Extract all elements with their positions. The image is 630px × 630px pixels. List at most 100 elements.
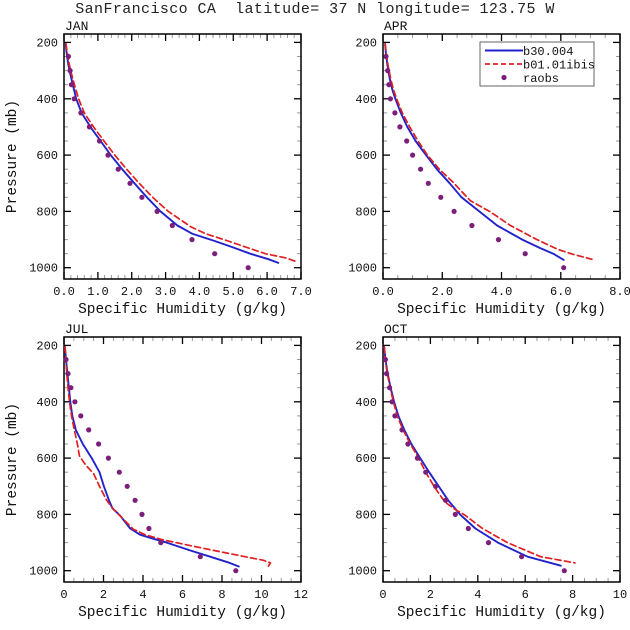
plot-frame: [63, 336, 302, 583]
plot-frame: [382, 33, 621, 280]
legend-raobs-marker: [501, 74, 507, 81]
x-tick-label: 8.0: [609, 285, 630, 299]
raobs-point: [115, 166, 121, 172]
panel-month-label: JUL: [65, 322, 88, 337]
raobs-point: [78, 110, 84, 116]
x-tick-label: 10: [254, 588, 268, 602]
x-tick-label: 4: [474, 588, 481, 602]
y-tick-label: 600: [36, 452, 58, 466]
x-axis-title: Specific Humidity (g/kg): [397, 302, 606, 318]
raobs-point: [425, 180, 431, 186]
raobs-point: [96, 138, 103, 144]
series-line-b30.004: [64, 42, 280, 264]
raobs-point: [387, 385, 393, 391]
x-tick-label: 0.0: [53, 285, 75, 299]
y-tick-label: 600: [36, 149, 58, 163]
x-tick-label: 8: [218, 588, 225, 602]
panel-apr: 0.0 2.0 4.0 6.0 8.0 200 400 600 800 1000 APR Specif…: [348, 19, 630, 318]
y-axis-title: Pressure (mb): [5, 403, 21, 516]
raobs-point: [63, 356, 69, 363]
raobs-point: [469, 222, 475, 229]
raobs-point: [86, 427, 92, 433]
raobs-point: [418, 166, 424, 172]
raobs-point: [433, 483, 439, 489]
raobs-point: [519, 554, 525, 560]
plot-frame: [63, 33, 302, 280]
raobs-point: [383, 53, 389, 60]
raobs-point: [169, 222, 175, 229]
raobs-point: [146, 525, 152, 532]
y-tick-label: 400: [355, 396, 377, 410]
series-line-b30.004: [384, 42, 565, 261]
x-tick-label: 3.0: [155, 285, 177, 299]
legend-label: b01.01ibis: [523, 59, 595, 73]
raobs-point: [68, 385, 74, 391]
raobs-point: [392, 413, 398, 419]
panel-oct: 0 2 4 6 8 10 200 400 600 800 1000 OCT Specific Humid…: [348, 322, 627, 621]
x-tick-label: 7.0: [290, 285, 312, 299]
raobs-point: [399, 427, 405, 433]
raobs-point: [405, 441, 411, 447]
raobs-point: [212, 251, 218, 257]
x-tick-label: 4.0: [491, 285, 513, 299]
raobs-point: [495, 237, 502, 243]
raobs-point: [384, 371, 390, 377]
x-tick-label: 6: [179, 588, 186, 602]
raobs-point: [71, 96, 77, 102]
y-tick-label: 400: [355, 93, 377, 107]
x-tick-label: 12: [294, 588, 308, 602]
x-tick-label: 8: [569, 588, 576, 602]
raobs-point: [78, 413, 84, 419]
raobs-point: [443, 497, 449, 503]
raobs-point: [561, 568, 567, 574]
raobs-point: [154, 208, 160, 214]
raobs-point: [389, 399, 395, 405]
raobs-point: [404, 138, 410, 144]
x-tick-label: 2.0: [431, 285, 453, 299]
y-tick-label: 400: [36, 93, 58, 107]
x-tick-label: 4.0: [189, 285, 211, 299]
y-tick-label: 1000: [29, 262, 58, 276]
raobs-point: [397, 124, 403, 130]
y-tick-label: 800: [36, 205, 58, 219]
raobs-point: [96, 441, 102, 447]
x-tick-label: 0: [60, 588, 67, 602]
raobs-point: [423, 469, 429, 475]
y-tick-label: 800: [355, 508, 377, 522]
raobs-point: [392, 110, 398, 116]
raobs-point: [116, 469, 122, 475]
y-tick-label: 200: [355, 36, 377, 50]
raobs-point: [68, 82, 74, 88]
x-tick-label: 2.0: [121, 285, 143, 299]
x-tick-label: 6.0: [256, 285, 278, 299]
raobs-point: [233, 568, 239, 574]
y-tick-label: 600: [355, 149, 377, 163]
raobs-point: [67, 68, 73, 74]
raobs-point: [65, 371, 71, 377]
raobs-point: [139, 194, 145, 200]
x-tick-label: 1.0: [87, 285, 109, 299]
raobs-point: [72, 399, 78, 405]
y-tick-label: 200: [36, 339, 58, 353]
raobs-point: [522, 251, 528, 257]
x-tick-label: 0.0: [372, 285, 394, 299]
plot-frame: [382, 336, 621, 583]
y-tick-label: 1000: [348, 262, 377, 276]
raobs-point: [158, 540, 164, 546]
raobs-point: [386, 82, 392, 88]
raobs-point: [438, 194, 444, 200]
y-tick-label: 1000: [348, 565, 377, 579]
x-tick-label: 5.0: [222, 285, 244, 299]
x-tick-label: 2: [100, 588, 107, 602]
raobs-point: [132, 497, 138, 503]
panel-jul: 0 2 4 6 8 10 12 200 400 600 800 1000 JUL Specific Hum…: [5, 322, 308, 621]
raobs-point: [197, 554, 203, 560]
series-line-b01.01ibis: [64, 346, 272, 568]
x-tick-label: 6: [522, 588, 529, 602]
x-axis-title: Specific Humidity (g/kg): [397, 605, 606, 621]
x-axis-title: Specific Humidity (g/kg): [78, 302, 287, 318]
raobs-point: [382, 356, 388, 363]
legend-label: raobs: [523, 72, 559, 86]
